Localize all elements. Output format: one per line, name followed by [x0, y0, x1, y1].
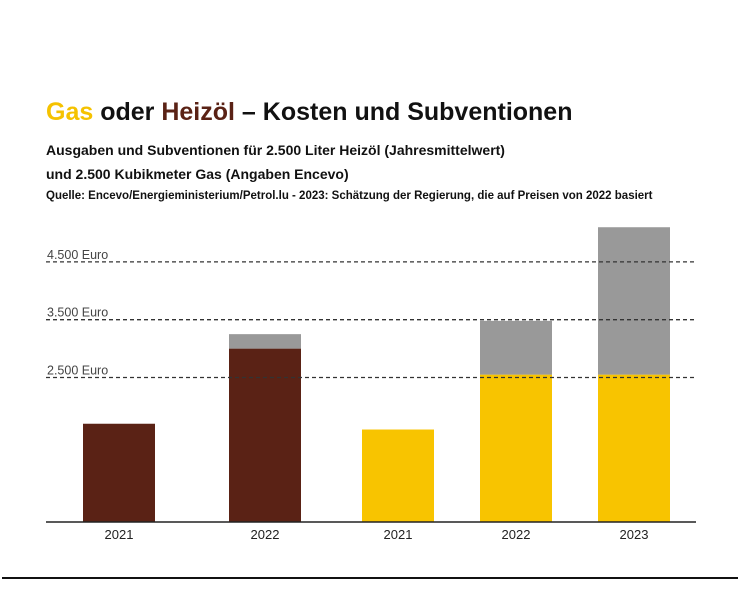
- bar-cost-1: [229, 348, 301, 522]
- subtitle-line-1: Ausgaben und Subventionen für 2.500 Lite…: [46, 142, 505, 158]
- x-tick-label-4: 2023: [620, 527, 649, 542]
- bar-cost-3: [480, 374, 552, 522]
- bar-subsidy-1: [229, 334, 301, 349]
- reference-label-2: 2.500 Euro: [47, 364, 108, 378]
- bar-cost-0: [83, 423, 155, 522]
- reference-label-0: 4.500 Euro: [47, 248, 108, 262]
- bar-subsidy-3: [480, 320, 552, 375]
- title-oder: oder: [93, 98, 162, 126]
- title-rest: – Kosten und Subventionen: [234, 98, 573, 126]
- subtitle-line-2: und 2.500 Kubikmeter Gas (Angaben Encevo…: [46, 166, 349, 182]
- bar-cost-2: [362, 429, 434, 522]
- x-tick-label-1: 2022: [251, 527, 280, 542]
- bottom-rule: [2, 577, 738, 579]
- title-heizoel: Heizöl: [161, 98, 235, 126]
- title-gas: Gas: [46, 98, 94, 126]
- x-tick-label-0: 2021: [105, 527, 134, 542]
- bar-cost-4: [598, 374, 670, 522]
- x-tick-label-3: 2022: [502, 527, 531, 542]
- chart-title: Gas oder Heizöl – Kosten und Subventione…: [46, 98, 572, 127]
- reference-label-1: 3.500 Euro: [47, 306, 108, 320]
- source-note: Quelle: Encevo/Energieministerium/Petrol…: [46, 190, 653, 202]
- bar-subsidy-4: [598, 227, 670, 375]
- x-tick-label-2: 2021: [384, 527, 413, 542]
